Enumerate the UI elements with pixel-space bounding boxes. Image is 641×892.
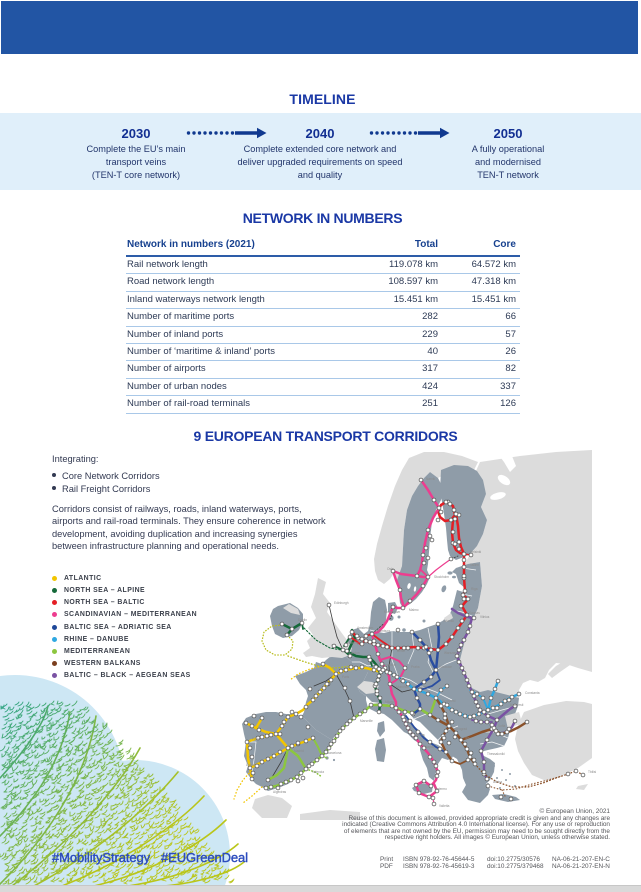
svg-text:Antwerp: Antwerp: [347, 641, 359, 645]
svg-text:Paris: Paris: [342, 675, 350, 679]
svg-text:Sofia: Sofia: [498, 724, 505, 728]
svg-text:Valencia: Valencia: [312, 770, 324, 774]
svg-text:Berlin: Berlin: [397, 649, 405, 653]
svg-text:Palermo: Palermo: [435, 787, 447, 791]
svg-text:Nis: Nis: [465, 736, 470, 740]
svg-text:Narvik: Narvik: [426, 477, 435, 481]
svg-text:Algeciras: Algeciras: [273, 790, 287, 794]
svg-text:Kaunas: Kaunas: [469, 611, 480, 615]
svg-text:Katowice: Katowice: [439, 665, 452, 669]
svg-text:Vilnius: Vilnius: [480, 615, 490, 619]
svg-text:Bucuresti: Bucuresti: [510, 703, 524, 707]
svg-text:Munchen: Munchen: [396, 685, 409, 689]
svg-text:Marseille: Marseille: [360, 719, 373, 723]
svg-text:Milano: Milano: [385, 700, 395, 704]
svg-text:Warszawa: Warszawa: [444, 651, 459, 655]
svg-text:Stockholm: Stockholm: [434, 575, 449, 579]
svg-text:Madrid: Madrid: [294, 749, 304, 753]
svg-text:Napoli: Napoli: [425, 745, 434, 749]
svg-text:Athina: Athina: [493, 780, 502, 784]
svg-text:Porto: Porto: [252, 737, 260, 741]
svg-text:Budapest: Budapest: [442, 699, 456, 703]
svg-text:Oslo: Oslo: [387, 567, 394, 571]
svg-text:Roma: Roma: [416, 733, 425, 737]
svg-text:Riga: Riga: [471, 587, 478, 591]
svg-text:Tallinn: Tallinn: [470, 563, 479, 567]
svg-text:Helsinki: Helsinki: [470, 550, 481, 554]
svg-text:Kobenhavn: Kobenhavn: [384, 610, 400, 614]
svg-text:Wien: Wien: [420, 685, 427, 689]
svg-text:Thessaloniki: Thessaloniki: [487, 752, 505, 756]
svg-text:Amsterdam: Amsterdam: [357, 626, 374, 630]
svg-text:Hamburg: Hamburg: [377, 629, 390, 633]
svg-text:Frankfurt: Frankfurt: [383, 663, 396, 667]
svg-text:Valletta: Valletta: [439, 804, 450, 808]
svg-text:Beograd: Beograd: [455, 727, 467, 731]
svg-text:London: London: [349, 651, 360, 655]
svg-text:Constanta: Constanta: [525, 691, 540, 695]
svg-text:Praha: Praha: [411, 665, 420, 669]
svg-text:Dublin: Dublin: [298, 618, 307, 622]
svg-text:Barcelona: Barcelona: [327, 751, 342, 755]
svg-text:Edinburgh: Edinburgh: [334, 601, 349, 605]
svg-text:Tbilisi: Tbilisi: [588, 770, 596, 774]
svg-text:Malmo: Malmo: [409, 608, 419, 612]
svg-text:Gdansk: Gdansk: [443, 619, 454, 623]
svg-text:Lisboa: Lisboa: [246, 763, 256, 767]
